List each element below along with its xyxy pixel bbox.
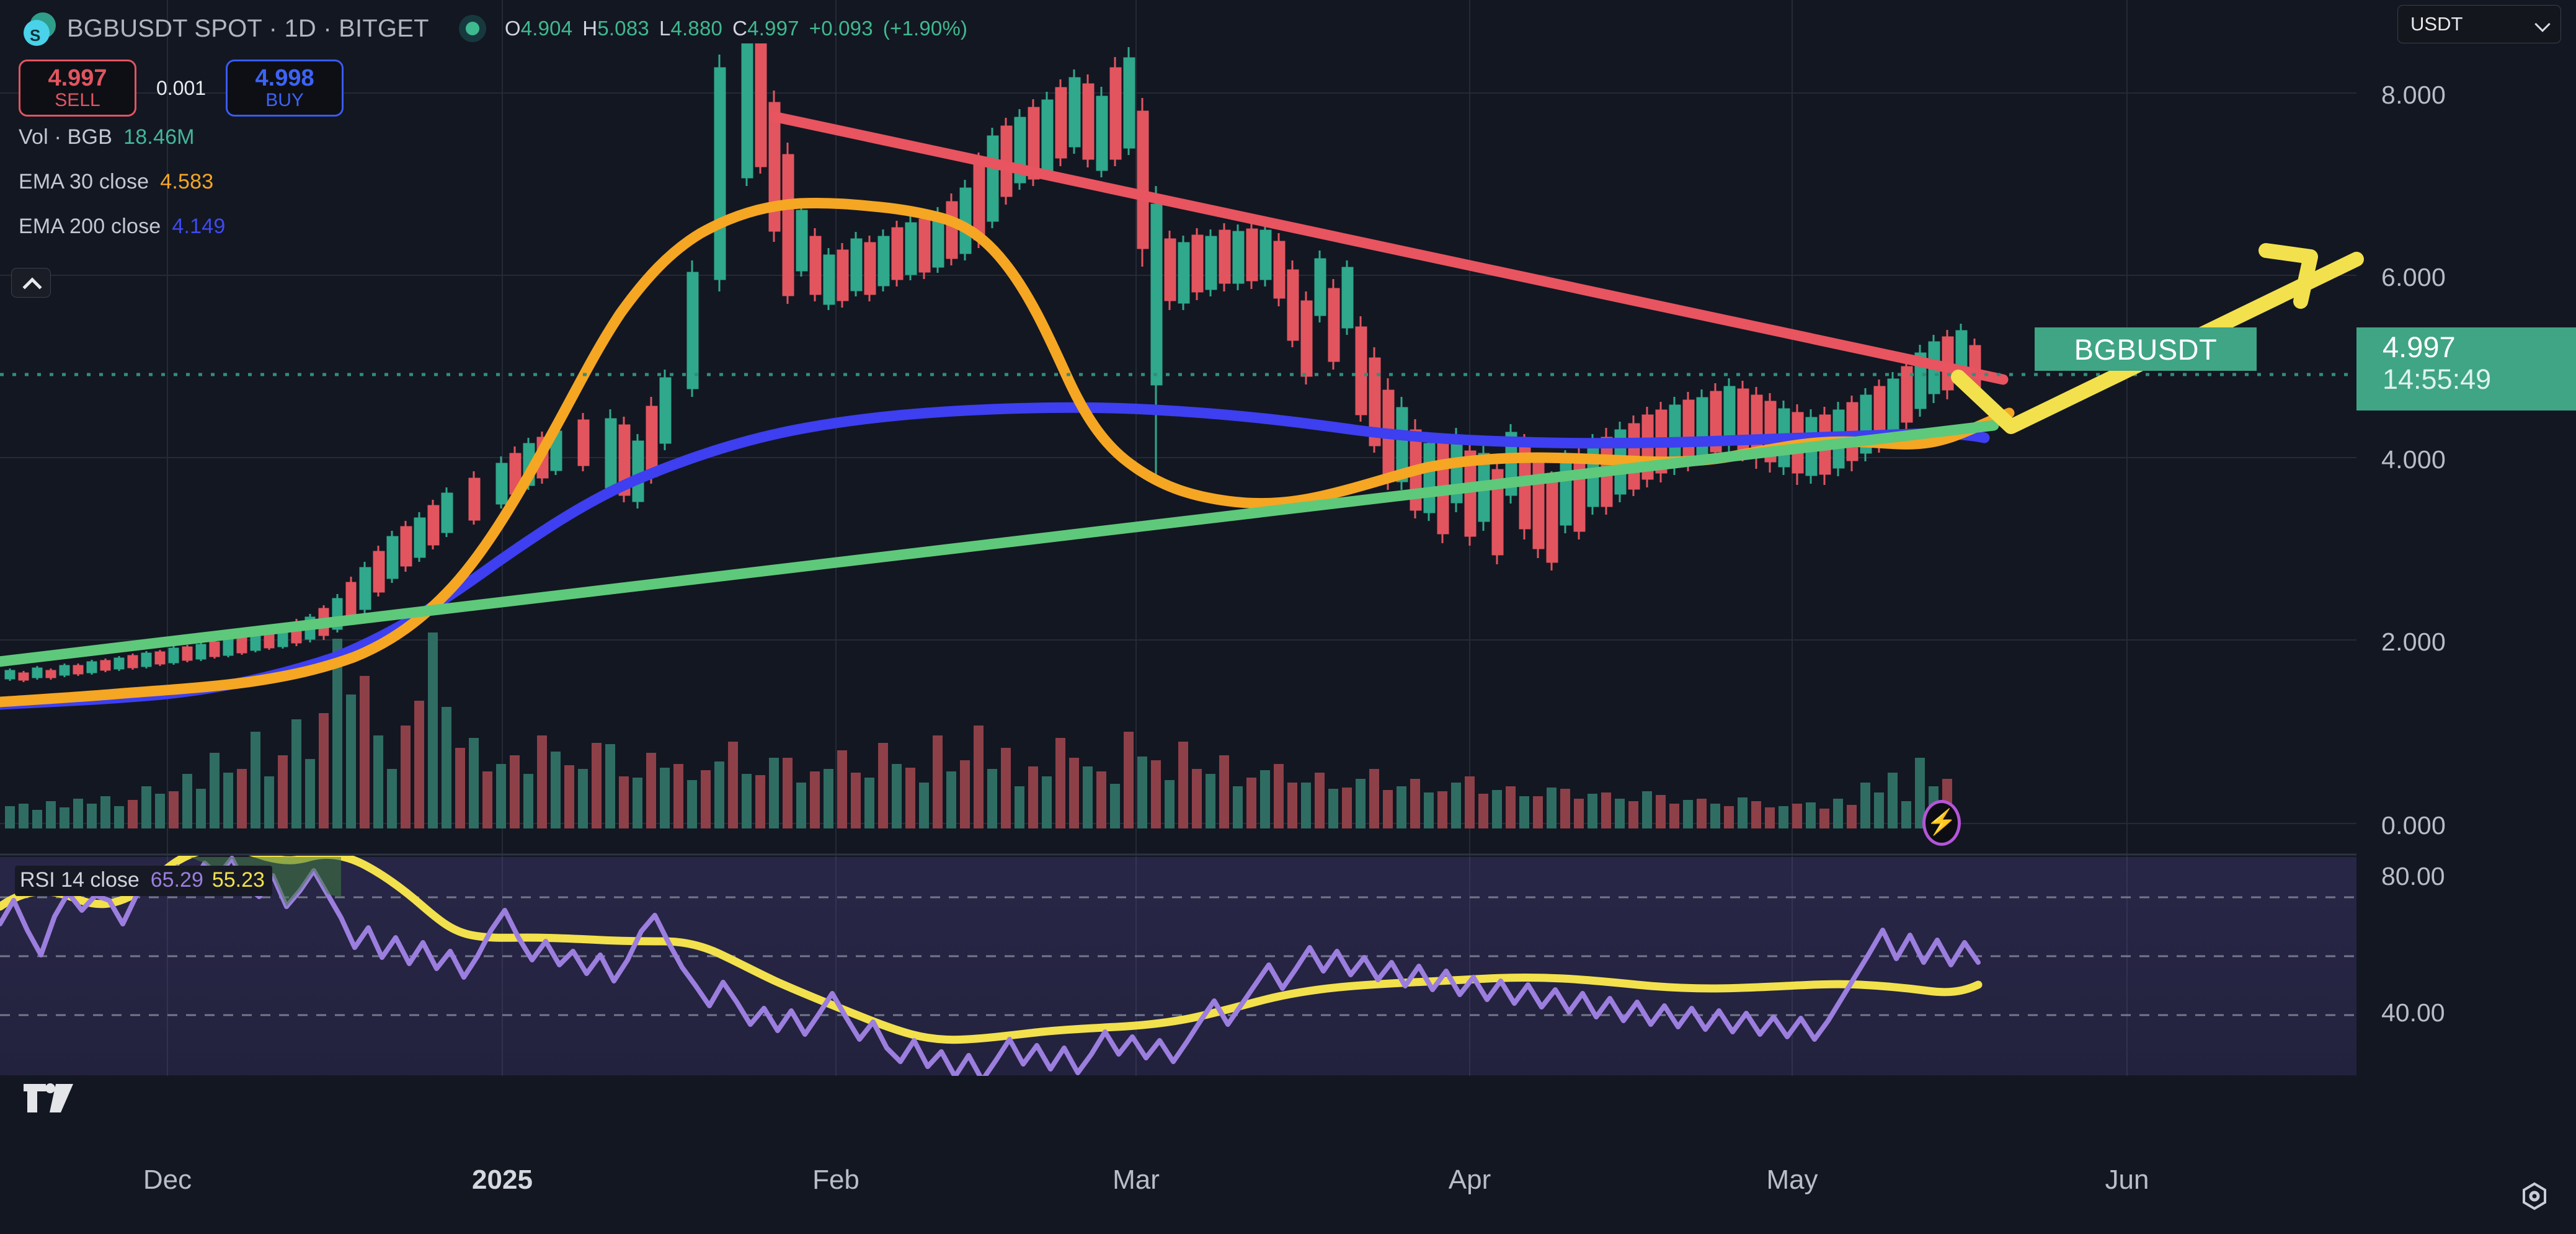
price-tick-0: 0.000 — [2381, 811, 2446, 840]
ohlc-close-value: 4.997 — [747, 17, 799, 40]
ohlc-readout: O4.904 H5.083 L4.880 C4.997 +0.093 (+1.90%) — [505, 17, 967, 40]
descending-resistance-line — [768, 111, 2009, 385]
sell-button[interactable]: 4.997 SELL — [19, 60, 136, 117]
time-tick-dec: Dec — [143, 1165, 192, 1195]
price-tick-2: 2.000 — [2381, 628, 2446, 656]
symbol-price-label: BGBUSDT — [2035, 327, 2257, 371]
source-status-icon — [458, 15, 486, 42]
time-tick-mar: Mar — [1113, 1165, 1160, 1195]
lightning-bolt-icon[interactable]: ⚡ — [1922, 800, 1961, 846]
legend-ema200[interactable]: EMA 200 close 4.149 — [19, 215, 226, 239]
sell-price: 4.997 — [48, 64, 107, 91]
time-scale[interactable]: Dec 2025 Feb Mar Apr May Jun — [0, 1135, 2576, 1234]
ohlc-low-label: L — [659, 17, 671, 40]
legend-ema30-label: EMA 30 close — [19, 170, 149, 193]
buy-button[interactable]: 4.998 BUY — [226, 60, 344, 117]
time-tick-may: May — [1766, 1165, 1818, 1195]
volume-bars — [5, 633, 1952, 828]
legend-rsi-value: 65.29 — [150, 868, 203, 892]
legend-rsi-ma-value: 55.23 — [211, 868, 265, 892]
rsi-bands — [0, 896, 2356, 1016]
bar-countdown: 14:55:49 — [2383, 363, 2492, 395]
ascending-support-line — [0, 420, 1999, 667]
buy-price: 4.998 — [255, 64, 314, 91]
ohlc-change-percent: (+1.90%) — [882, 17, 968, 40]
spread-value: 0.001 — [156, 76, 207, 99]
buy-label: BUY — [265, 90, 304, 111]
ohlc-close-label: C — [732, 17, 748, 40]
rsi-ma-line — [0, 856, 1983, 1044]
currency-select-value: USDT — [2410, 13, 2463, 35]
rsi-pane-bg — [0, 857, 2356, 1075]
legend-ema30[interactable]: EMA 30 close 4.583 — [19, 170, 213, 194]
legend-ema30-value: 4.583 — [160, 170, 214, 193]
trade-buttons: 4.997 SELL 0.001 4.998 BUY — [19, 60, 344, 117]
rsi-tick-80: 80.00 — [2381, 862, 2445, 890]
legend-ema200-value: 4.149 — [172, 215, 226, 238]
chart-header: S BGBUSDT SPOT · 1D · BITGET O4.904 H5.08… — [0, 0, 2576, 57]
legend-rsi-label: RSI 14 close — [20, 868, 140, 892]
ohlc-high-label: H — [582, 17, 598, 40]
ohlc-open-label: O — [504, 17, 521, 40]
projection-arrow — [1951, 243, 2364, 434]
ohlc-low-value: 4.880 — [670, 17, 723, 40]
current-price-value: 4.997 — [2383, 331, 2456, 363]
rsi-line — [0, 856, 1981, 1076]
legend-rsi[interactable]: RSI 14 close 65.29 55.23 — [15, 866, 272, 896]
legend-volume-label: Vol · BGB — [19, 125, 113, 149]
legend-volume[interactable]: Vol · BGB 18.46M — [19, 125, 195, 149]
chevron-down-icon — [2536, 17, 2549, 31]
legend-ema200-label: EMA 200 close — [19, 215, 161, 238]
ema200-line — [0, 402, 1990, 710]
ohlc-high-value: 5.083 — [597, 17, 649, 40]
price-scale[interactable]: 8.000 6.000 4.000 2.000 0.000 80.00 40.0… — [2356, 0, 2576, 1098]
gear-icon[interactable] — [2519, 1181, 2550, 1212]
sell-label: SELL — [55, 90, 100, 111]
time-tick-jun: Jun — [2105, 1165, 2149, 1195]
page-title[interactable]: BGBUSDT SPOT · 1D · BITGET — [67, 14, 429, 42]
tradingview-logo[interactable] — [21, 1080, 76, 1116]
ohlc-change: +0.093 — [809, 17, 873, 40]
ohlc-open-value: 4.904 — [520, 17, 573, 40]
price-tick-6: 6.000 — [2381, 263, 2446, 291]
rsi-overbought-shade — [122, 857, 341, 907]
time-tick-feb: Feb — [812, 1165, 859, 1195]
bitget-token-logo-icon: S — [21, 11, 56, 46]
price-tick-4: 4.000 — [2381, 445, 2446, 474]
rsi-tick-40: 40.00 — [2381, 998, 2445, 1027]
currency-select[interactable]: USDT — [2397, 5, 2561, 43]
collapse-legend-button[interactable] — [11, 268, 51, 298]
price-tick-8: 8.000 — [2381, 81, 2446, 109]
time-tick-apr: Apr — [1448, 1165, 1491, 1195]
candlestick-series — [4, 43, 1981, 682]
current-price-tag: 4.997 14:55:49 — [2356, 327, 2576, 411]
chevron-up-icon — [23, 275, 39, 291]
time-tick-2025: 2025 — [472, 1165, 533, 1195]
legend-volume-value: 18.46M — [123, 125, 195, 149]
